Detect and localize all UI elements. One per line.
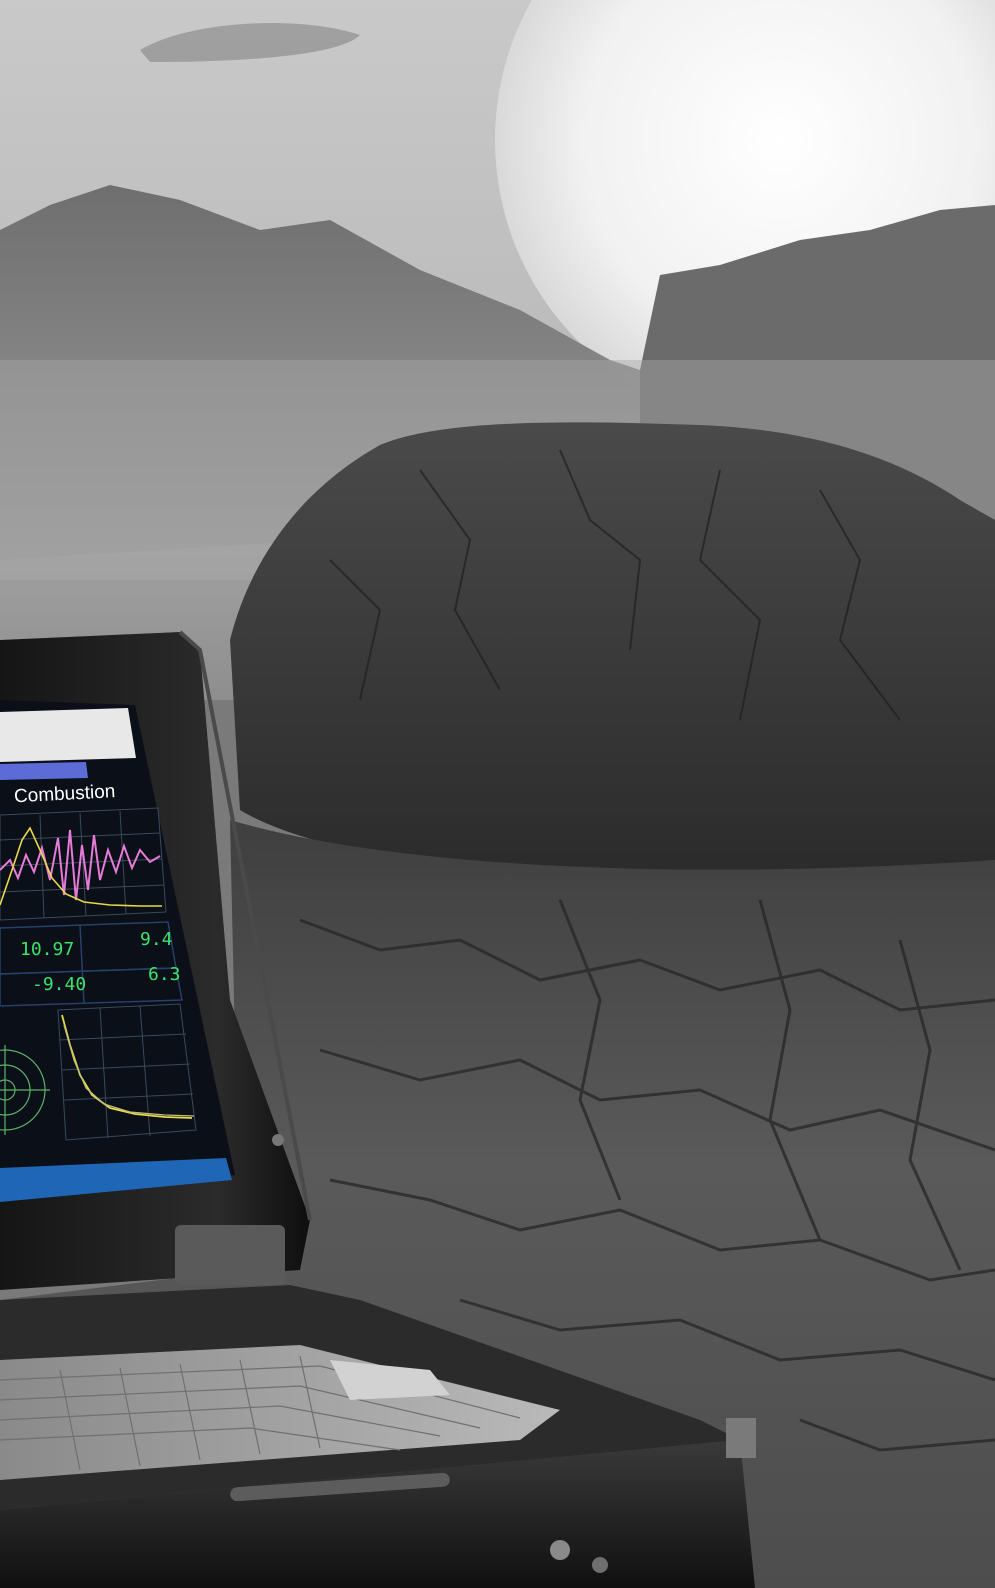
- front-connector-2: [592, 1557, 608, 1573]
- readout-grid: [0, 921, 183, 1007]
- front-handle: [230, 1472, 450, 1502]
- taskbar: [0, 1158, 232, 1202]
- lid-screw: [272, 1134, 284, 1146]
- top-strip: [0, 762, 88, 780]
- front-connector: [550, 1540, 570, 1560]
- trace-yellow: [0, 826, 162, 907]
- rock-formation: [230, 422, 995, 877]
- cloud: [140, 22, 360, 62]
- decay-trace-2: [63, 1024, 195, 1117]
- ground-cracks: [299, 899, 995, 1452]
- corner-bracket: [726, 1418, 756, 1458]
- trace-pink: [0, 829, 161, 901]
- lid-edge: [178, 630, 312, 1221]
- polar-plot: [0, 1045, 50, 1135]
- screen-bezel: [0, 700, 235, 1200]
- readout-3: -9.40: [32, 974, 86, 995]
- hinge-block: [175, 1225, 285, 1285]
- readout-1: 10.97: [20, 939, 74, 960]
- window-header: [0, 708, 136, 762]
- touchpad: [330, 1360, 450, 1400]
- readout-2: 9.4: [140, 929, 173, 950]
- rock-cracks: [329, 449, 901, 721]
- readout-4: 6.3: [148, 964, 181, 985]
- decay-chart: [57, 1003, 197, 1141]
- screen: Combustion 10.97 9.4 -9.40 6.3: [0, 700, 235, 1202]
- keyboard-keys: [0, 1355, 521, 1471]
